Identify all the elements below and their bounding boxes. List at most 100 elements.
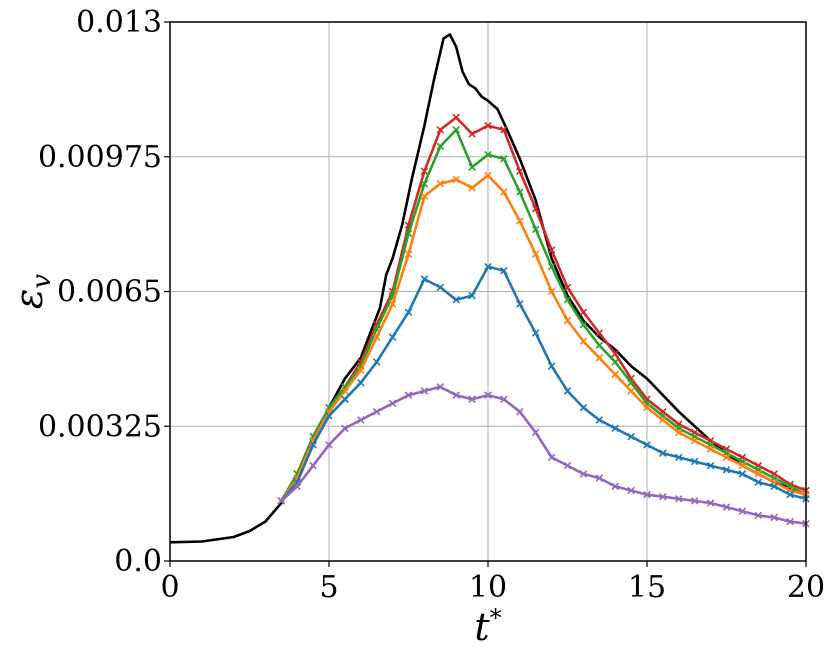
x-tick-label: 5 xyxy=(319,570,338,605)
data-point xyxy=(627,378,635,387)
data-point xyxy=(675,495,683,503)
data-point xyxy=(372,333,381,341)
data-point xyxy=(722,503,731,511)
data-point xyxy=(547,453,556,462)
data-point xyxy=(500,188,508,196)
data-point xyxy=(420,387,429,395)
data-point xyxy=(404,391,413,399)
data-point xyxy=(531,225,540,234)
data-point xyxy=(309,441,317,449)
data-point xyxy=(547,287,556,296)
series-line xyxy=(280,116,807,502)
data-point xyxy=(388,300,397,308)
data-point xyxy=(309,461,317,470)
data-point xyxy=(516,188,524,196)
data-point xyxy=(277,497,286,505)
data-point xyxy=(436,283,445,292)
data-point xyxy=(516,217,524,225)
x-axis-ticks: 0 5 10 15 20 xyxy=(160,561,825,605)
data-point xyxy=(611,370,619,379)
data-point xyxy=(579,308,588,316)
data-point xyxy=(563,283,572,292)
data-point xyxy=(595,341,604,350)
data-point xyxy=(484,391,492,399)
data-point xyxy=(436,383,445,391)
data-point xyxy=(452,391,460,399)
y-tick-label: 0.00975 xyxy=(38,140,162,175)
data-point xyxy=(388,333,397,341)
y-axis-label: εv xyxy=(7,274,57,309)
data-point xyxy=(706,445,715,453)
data-point xyxy=(325,412,333,420)
data-point xyxy=(420,179,429,188)
data-point xyxy=(531,428,540,437)
data-point xyxy=(690,436,699,445)
data-point xyxy=(627,432,635,441)
data-point xyxy=(436,126,445,134)
data-point xyxy=(722,466,731,474)
data-point xyxy=(468,184,476,192)
data-point xyxy=(404,229,413,238)
data-point xyxy=(484,121,492,130)
data-point xyxy=(611,349,619,358)
data-point xyxy=(754,470,763,478)
data-point xyxy=(595,474,604,482)
data-point xyxy=(627,486,635,495)
data-point xyxy=(484,262,492,271)
x-axis-label: t* xyxy=(474,604,501,649)
data-point xyxy=(420,275,429,283)
y-axis-ticks: 0.0 0.00325 0.0065 0.00975 0.013 xyxy=(38,5,170,579)
data-point xyxy=(500,126,508,134)
data-point xyxy=(547,246,556,254)
data-point xyxy=(611,482,619,491)
data-point xyxy=(484,150,492,159)
data-point xyxy=(579,320,588,329)
data-point xyxy=(770,482,778,491)
series-3 xyxy=(277,171,810,505)
data-point xyxy=(436,179,445,188)
data-point xyxy=(452,296,460,304)
data-point xyxy=(659,449,667,457)
x-tick-label: 10 xyxy=(469,570,507,605)
data-point xyxy=(357,378,365,387)
data-point xyxy=(372,358,381,366)
x-tick-label: 15 xyxy=(628,570,666,605)
data-point xyxy=(643,403,651,412)
data-point xyxy=(595,416,604,424)
data-point xyxy=(372,407,381,416)
data-point xyxy=(706,461,715,470)
series-2 xyxy=(277,126,810,505)
data-point xyxy=(754,511,763,520)
data-point xyxy=(722,453,731,462)
grid-lines xyxy=(169,21,807,562)
data-point xyxy=(388,399,397,408)
data-point xyxy=(690,497,699,505)
data-point xyxy=(357,416,365,424)
data-point xyxy=(563,387,572,395)
data-point xyxy=(468,163,476,171)
data-point xyxy=(468,395,476,404)
data-point xyxy=(516,407,524,416)
data-point xyxy=(547,262,556,271)
x-tick-label: 0 xyxy=(160,570,179,605)
data-point xyxy=(468,130,476,138)
series-line xyxy=(280,265,807,502)
data-point xyxy=(770,513,778,522)
data-point xyxy=(643,441,651,449)
data-point xyxy=(675,453,683,462)
series-lines xyxy=(169,33,810,544)
data-point xyxy=(738,461,747,470)
data-point xyxy=(643,490,651,499)
data-point xyxy=(341,424,349,433)
y-tick-label: 0.0 xyxy=(114,544,162,579)
data-point xyxy=(341,387,349,395)
data-point xyxy=(516,300,524,308)
data-point xyxy=(468,291,476,300)
data-point xyxy=(563,296,572,304)
y-tick-label: 0.013 xyxy=(76,5,162,40)
y-tick-label: 0.00325 xyxy=(38,409,162,444)
data-point xyxy=(452,113,460,122)
data-point xyxy=(659,416,667,424)
data-point xyxy=(293,482,301,491)
data-point xyxy=(754,478,763,486)
